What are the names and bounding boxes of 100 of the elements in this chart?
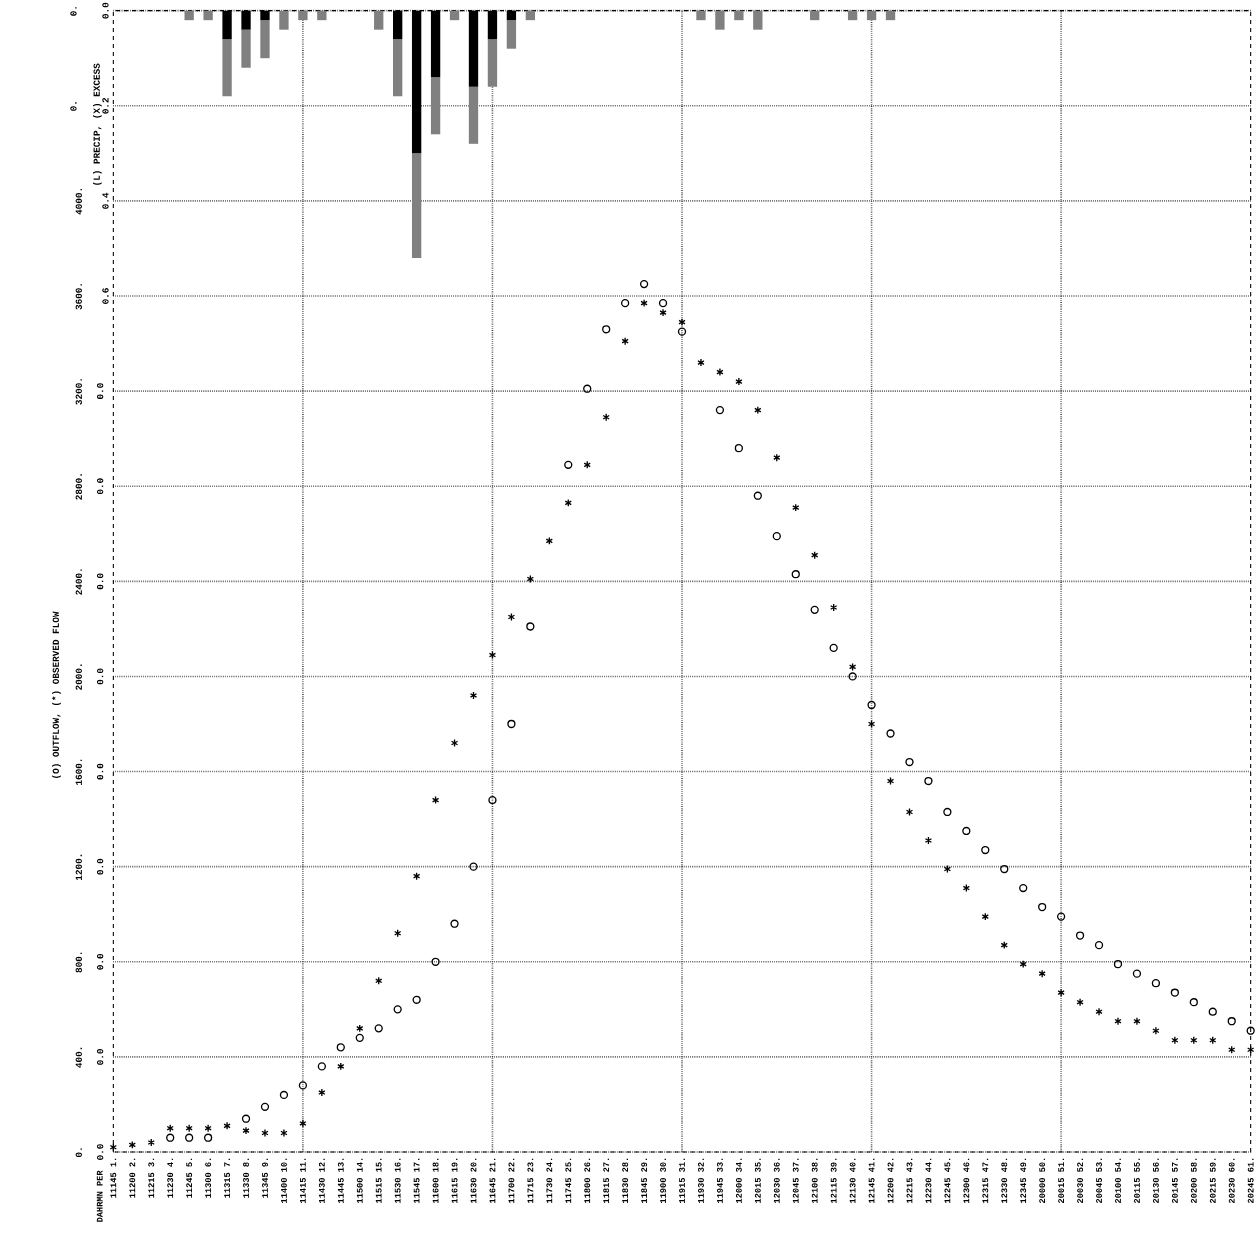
point <box>1151 978 1161 988</box>
x-tick-label: 11645 21. <box>489 1158 496 1203</box>
point <box>450 919 459 928</box>
x-tick-label: 20130 56. <box>1152 1158 1159 1203</box>
x-tick-label: 12115 39. <box>830 1158 837 1203</box>
x-tick-label: 20100 54. <box>1115 1158 1121 1203</box>
y-axis-title: (O) OUTFLOW, (*) OBSERVED FLOW <box>52 611 61 778</box>
x-tick-label: 11515 15. <box>375 1158 382 1203</box>
text: 0.0 <box>96 573 104 590</box>
point <box>943 807 952 816</box>
bar <box>449 10 460 21</box>
bar <box>279 10 289 30</box>
x-tick-label: 11200 2. <box>129 1158 136 1198</box>
x-tick-label: 12145 41. <box>868 1158 875 1203</box>
bar <box>734 10 744 21</box>
x-tick-label: 12200 42. <box>887 1158 894 1203</box>
x-tick-label: 11315 7. <box>224 1158 231 1198</box>
point <box>1170 988 1179 997</box>
bar <box>411 153 422 258</box>
point <box>166 1133 175 1142</box>
x-tick-label: 11730 24. <box>546 1158 553 1203</box>
x-tick-label: 12345 49. <box>1020 1158 1027 1203</box>
point <box>393 1005 402 1014</box>
y-tick-label: 3200. <box>75 379 82 405</box>
bar <box>298 10 308 21</box>
bar <box>393 39 403 97</box>
x-tick-label: 20000 50. <box>1039 1158 1046 1203</box>
text: 0.0 <box>96 858 104 875</box>
x-tick-label: 12100 38. <box>811 1158 818 1203</box>
x-tick-label: 11230 4. <box>167 1158 174 1198</box>
x-tick-label: 11815 27. <box>603 1158 610 1203</box>
y-tick-label: 800. <box>75 952 82 973</box>
point <box>1227 1016 1236 1026</box>
y-tick-label: 0. <box>75 1148 82 1157</box>
bar <box>866 10 877 21</box>
bar <box>847 10 858 21</box>
x-tick-label: 20215 59. <box>1209 1158 1216 1203</box>
point <box>355 1033 364 1042</box>
text: DAHRMN PER <box>96 1170 103 1222</box>
y2-tick-label: 0.0 <box>102 2 109 19</box>
point <box>583 384 592 393</box>
x-tick-label: 11700 22. <box>508 1158 515 1203</box>
point <box>185 1133 194 1142</box>
point <box>1132 969 1142 978</box>
point <box>621 298 630 308</box>
bar <box>430 77 441 135</box>
point <box>431 957 440 966</box>
point <box>526 622 535 631</box>
bar <box>184 10 194 21</box>
x-tick-label: 11945 33. <box>716 1158 723 1203</box>
point <box>791 569 800 579</box>
y2-tick-label: 0.4 <box>102 192 109 209</box>
x-tick-label: 20245 61. <box>1247 1158 1254 1203</box>
point <box>469 862 478 871</box>
x-tick-label: 20045 53. <box>1096 1158 1102 1203</box>
y-tick-label: 2800. <box>75 474 82 500</box>
x-tick-label: 11345 9. <box>262 1158 268 1198</box>
bar <box>810 10 820 21</box>
point <box>298 1081 308 1090</box>
point <box>886 729 895 738</box>
x-tick-label: 11415 11. <box>300 1158 306 1203</box>
point <box>1094 940 1104 950</box>
x-tick-label: 11330 8. <box>243 1158 249 1198</box>
point <box>639 279 649 289</box>
x-tick-label: 11915 31. <box>679 1158 685 1203</box>
x-tick-label: 20200 58. <box>1190 1158 1197 1203</box>
point <box>981 845 990 854</box>
x-tick-label: 12130 40. <box>849 1158 856 1203</box>
point <box>658 298 668 308</box>
point <box>374 1024 383 1033</box>
y-tick-label: 3600. <box>75 283 82 310</box>
x-tick-label: 20230 60. <box>1228 1158 1235 1203</box>
x-tick-label: 20115 55. <box>1134 1158 1140 1203</box>
bar <box>715 10 725 30</box>
point <box>1056 912 1066 921</box>
point <box>829 643 838 652</box>
point <box>241 1114 251 1123</box>
point <box>810 605 819 614</box>
point <box>1000 864 1009 874</box>
y-tick-label: 1600. <box>75 759 82 785</box>
bar <box>241 29 251 68</box>
point <box>203 1133 213 1142</box>
x-tick-label: 12230 44. <box>925 1158 932 1203</box>
x-tick-label: 12215 43. <box>906 1158 913 1203</box>
bar <box>468 86 479 144</box>
x-tick-label: 12245 45. <box>944 1158 951 1203</box>
bar <box>374 10 384 30</box>
x-tick-label: 12315 47. <box>982 1158 989 1203</box>
text: (L) PRECIP, (X) EXCESS <box>93 63 102 185</box>
y-tick-label: 4000. <box>75 188 82 215</box>
point <box>962 826 971 835</box>
x-tick-label: 11530 16. <box>394 1158 401 1203</box>
x-tick-label: 20145 57. <box>1171 1158 1178 1203</box>
point <box>317 1062 326 1071</box>
y-tick-label: 2000. <box>75 664 82 690</box>
point <box>1038 902 1047 912</box>
x-tick-label: 12000 34. <box>735 1158 742 1203</box>
point <box>488 795 497 805</box>
x-tick-label: 12300 46. <box>963 1158 970 1203</box>
bar <box>487 39 498 87</box>
